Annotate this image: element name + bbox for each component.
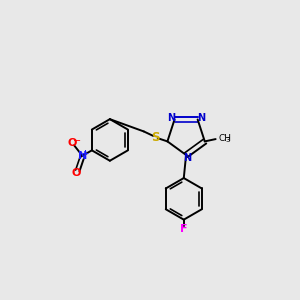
Text: CH: CH: [218, 134, 231, 143]
Text: O: O: [67, 138, 76, 148]
Text: −: −: [73, 136, 81, 146]
Text: O: O: [71, 168, 81, 178]
Text: N: N: [197, 112, 206, 123]
Text: N: N: [183, 153, 191, 163]
Text: +: +: [81, 149, 88, 158]
Text: S: S: [151, 131, 160, 144]
Text: N: N: [78, 151, 87, 161]
Text: 3: 3: [225, 137, 230, 143]
Text: F: F: [180, 224, 188, 234]
Text: N: N: [167, 112, 175, 123]
